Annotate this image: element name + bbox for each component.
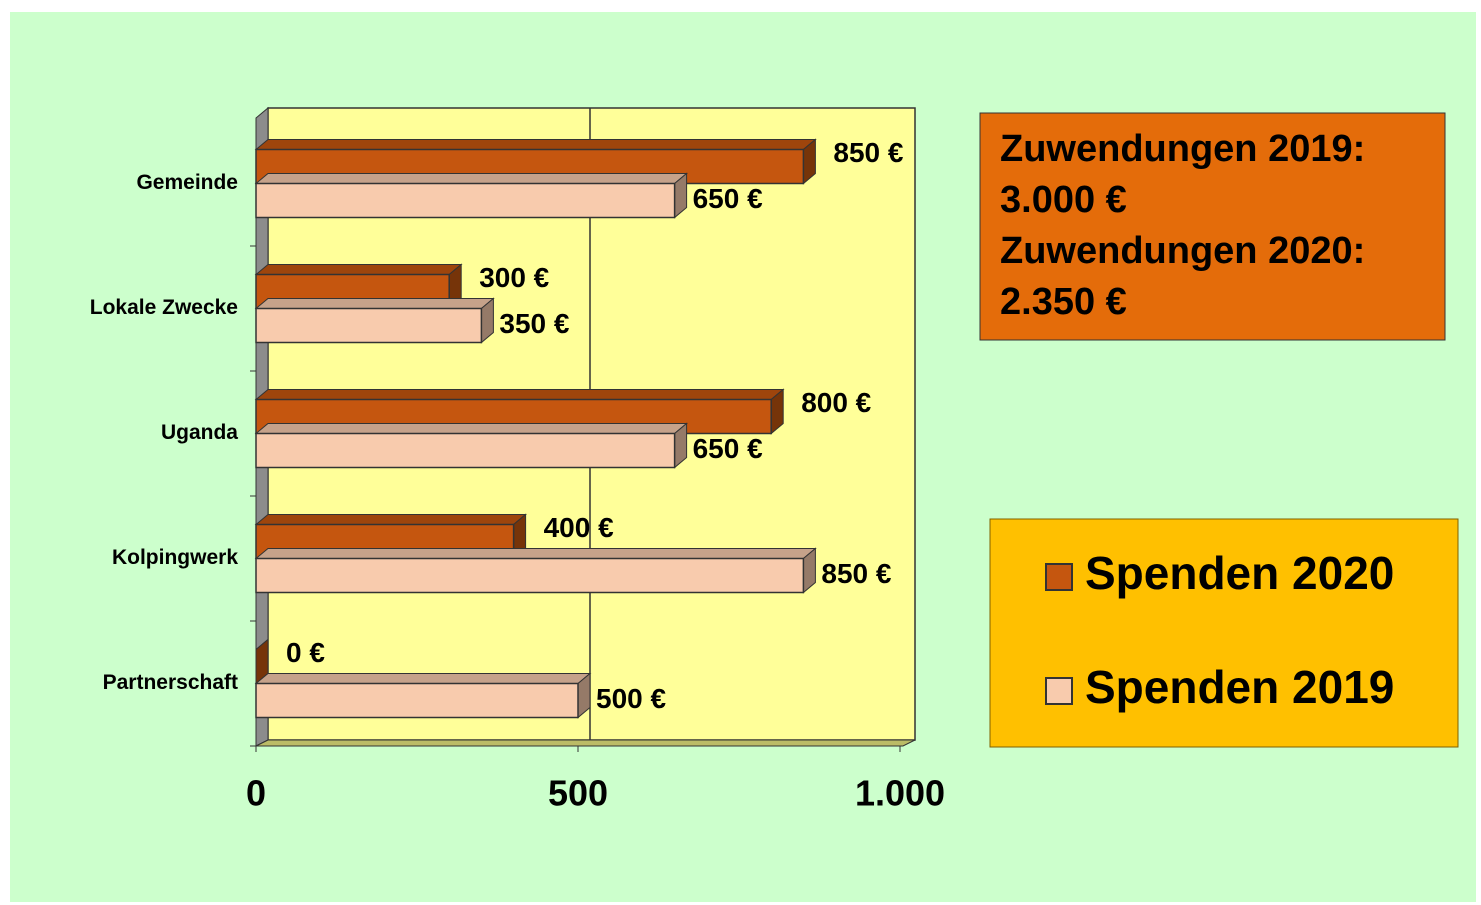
legend-swatch: [1045, 563, 1073, 591]
value-label: 800 €: [801, 387, 871, 418]
bar-top: [254, 264, 463, 275]
bar: [255, 182, 676, 219]
bar: [255, 432, 676, 469]
bar-top: [254, 548, 817, 559]
bar-top: [254, 673, 592, 684]
annotation: Zuwendungen 2020:: [1000, 230, 1365, 272]
x-tick-label: 0: [246, 773, 266, 814]
value-label: 0 €: [286, 637, 325, 668]
category-label: Gemeinde: [136, 171, 238, 194]
bar-top: [254, 298, 495, 309]
floor: [255, 739, 916, 747]
legend-box: [989, 518, 1459, 748]
category-label: Uganda: [161, 421, 238, 444]
value-label: 850 €: [821, 558, 891, 589]
value-label: 500 €: [596, 683, 666, 714]
bar: [255, 557, 805, 594]
legend-label: Spenden 2019: [1085, 661, 1394, 713]
bar-top: [254, 389, 785, 400]
category-label: Partnerschaft: [103, 671, 238, 694]
bar-top: [254, 514, 527, 525]
bar: [255, 682, 579, 719]
bar: [255, 307, 483, 344]
category-label: Kolpingwerk: [112, 546, 238, 569]
value-label: 400 €: [544, 512, 614, 543]
legend-swatch: [1045, 677, 1073, 705]
value-label: 350 €: [499, 308, 569, 339]
value-label: 300 €: [479, 262, 549, 293]
annotation: Zuwendungen 2019:: [1000, 128, 1365, 170]
annotation: 3.000 €: [1000, 179, 1127, 221]
x-tick-label: 1.000: [855, 773, 945, 814]
legend-label: Spenden 2020: [1085, 547, 1394, 599]
value-label: 650 €: [693, 433, 763, 464]
value-label: 650 €: [693, 183, 763, 214]
info-box: [979, 112, 1446, 341]
value-label: 850 €: [833, 137, 903, 168]
bar-top: [254, 423, 688, 434]
bar-top: [254, 173, 688, 184]
annotation: 2.350 €: [1000, 281, 1127, 323]
x-tick-label: 500: [548, 773, 608, 814]
category-label: Lokale Zwecke: [90, 296, 238, 319]
bar-top: [254, 139, 817, 150]
